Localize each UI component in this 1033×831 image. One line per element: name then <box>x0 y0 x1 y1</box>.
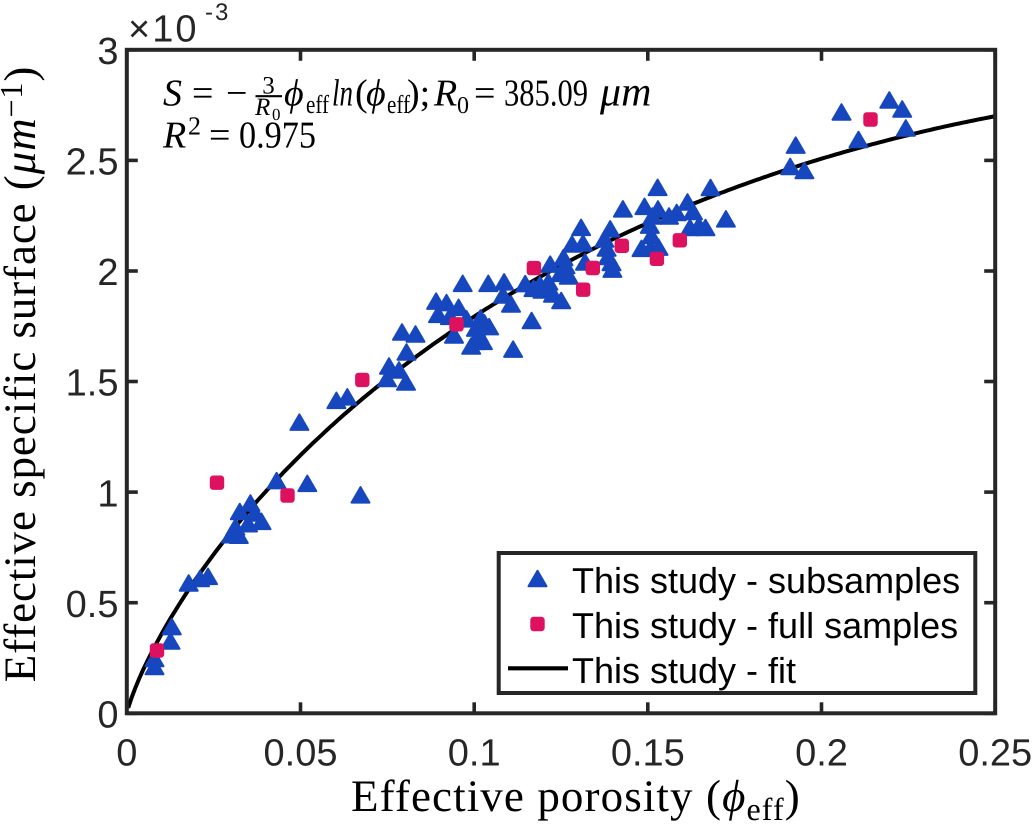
svg-text:=: = <box>192 73 213 115</box>
svg-text:eff: eff <box>306 90 329 119</box>
svg-text:This study - subsamples: This study - subsamples <box>572 560 960 601</box>
svg-text:Effective specific surface (μm: Effective specific surface (μm−1) <box>0 66 45 682</box>
svg-text:ln: ln <box>332 73 353 115</box>
svg-text:2.5: 2.5 <box>66 142 119 184</box>
svg-text:R: R <box>162 115 186 157</box>
svg-text:R: R <box>433 73 457 115</box>
svg-text:3: 3 <box>97 31 118 73</box>
svg-text:×10: ×10 <box>128 9 198 51</box>
svg-text:0.25: 0.25 <box>958 732 1032 774</box>
svg-text:385.09: 385.09 <box>504 73 588 115</box>
svg-text:R: R <box>254 94 270 121</box>
svg-text:=: = <box>209 115 230 157</box>
svg-text:0.05: 0.05 <box>264 732 338 774</box>
svg-text:ϕ: ϕ <box>284 73 304 115</box>
svg-text:S: S <box>163 73 182 115</box>
svg-text:ϕ: ϕ <box>366 73 386 115</box>
svg-text:0.2: 0.2 <box>795 732 848 774</box>
svg-text:0.1: 0.1 <box>448 732 501 774</box>
svg-text:0.5: 0.5 <box>66 584 119 626</box>
svg-text:This study - full samples: This study - full samples <box>572 605 958 646</box>
svg-text:);: ); <box>407 73 430 115</box>
svg-text:1.5: 1.5 <box>66 363 119 405</box>
svg-text:-3: -3 <box>205 0 230 26</box>
svg-text:eff: eff <box>387 90 410 119</box>
svg-text:2: 2 <box>188 112 201 141</box>
svg-text:(: ( <box>355 73 368 115</box>
svg-text:This study - fit: This study - fit <box>572 650 796 691</box>
svg-text:=: = <box>474 73 495 115</box>
svg-text:1: 1 <box>97 473 118 515</box>
svg-text:0.975: 0.975 <box>239 115 316 157</box>
svg-text:2: 2 <box>97 252 118 294</box>
svg-text:0: 0 <box>97 695 118 737</box>
svg-text:0: 0 <box>457 93 469 119</box>
svg-text:Effective porosity (ϕeff): Effective porosity (ϕeff) <box>351 771 801 826</box>
svg-text:−: − <box>226 73 247 115</box>
svg-text:3: 3 <box>262 73 275 100</box>
svg-text:0: 0 <box>116 732 137 774</box>
svg-text:0.15: 0.15 <box>611 732 685 774</box>
svg-text:0: 0 <box>272 105 281 124</box>
svg-text:μm: μm <box>599 70 651 116</box>
